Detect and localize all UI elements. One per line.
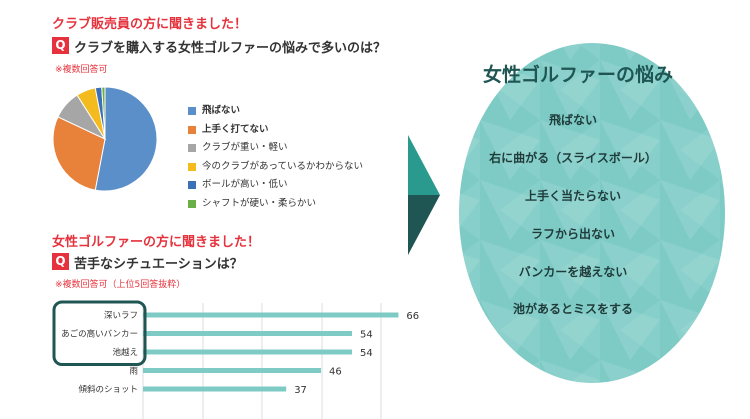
bar-category-label: あごの高いバンカー	[61, 329, 138, 340]
bubble-item: バンカーを越えない	[518, 265, 628, 279]
q-badge: Q	[52, 37, 69, 54]
legend-item: 飛ばない	[188, 104, 363, 123]
bubble-item: 右に曲がる（スライスボール）	[489, 151, 657, 165]
legend-label: 今のクラブがあっているかわからない	[202, 160, 364, 172]
bar-value-label: 37	[294, 385, 307, 396]
legend-item: ボールが高い・低い	[188, 178, 363, 197]
bar-value-label: 54	[360, 348, 373, 359]
bar-value-label: 66	[406, 311, 419, 322]
bar-value-label: 54	[360, 330, 373, 341]
bar	[143, 312, 399, 318]
bubble-item: 上手く当たらない	[524, 189, 621, 203]
bar	[143, 349, 352, 355]
highlight-frame	[52, 300, 147, 366]
pie-section-heading: クラブ販売員の方に聞きました！	[52, 17, 248, 32]
bubble-item: 池があるとミスをする	[512, 302, 633, 316]
bubble-item: 飛ばない	[548, 113, 597, 127]
bubble-title: 女性ゴルファーの悩み	[482, 64, 673, 86]
bar-category-label: 雨	[129, 367, 138, 377]
bar	[143, 386, 287, 392]
legend-item: 今のクラブがあっているかわからない	[188, 160, 363, 179]
arrow-icon	[408, 135, 440, 255]
bubble-item: ラフから出ない	[530, 227, 615, 241]
bar-section-heading: 女性ゴルファーの方に聞きました！	[52, 235, 261, 250]
bar-category-label: 池越え	[112, 347, 138, 358]
legend-swatch	[188, 125, 196, 134]
legend-swatch	[188, 107, 196, 115]
legend-swatch	[188, 181, 196, 189]
pie-slice	[52, 116, 106, 191]
legend-label: 上手く打てない	[202, 123, 269, 135]
bar	[143, 331, 352, 336]
pie-note: ※複数回答可	[55, 65, 108, 75]
bar-question: 苦手なシチュエーションは？	[74, 257, 243, 272]
bar-category-label: 傾斜のショット	[78, 384, 138, 395]
legend-label: クラブが重い・軽い	[202, 142, 288, 153]
legend-label: 飛ばない	[202, 105, 241, 116]
legend-item: 上手く打てない	[188, 123, 363, 142]
legend-label: ボールが高い・低い	[202, 179, 288, 190]
bar	[143, 368, 322, 373]
legend-swatch	[188, 162, 196, 171]
bar-value-label: 46	[329, 367, 342, 378]
legend-item: クラブが重い・軽い	[188, 141, 363, 160]
pie-slice	[101, 86, 106, 140]
pie-legend: 飛ばない上手く打てないクラブが重い・軽い今のクラブがあっているかわからない ボール…	[188, 104, 363, 215]
legend-swatch	[188, 144, 196, 152]
legend-item: シャフトが硬い・柔らかい	[188, 197, 363, 216]
pie-chart	[52, 86, 158, 192]
bar-category-label: 深いラフ	[104, 311, 138, 321]
legend-swatch	[188, 199, 196, 208]
pie-question: クラブを購入する女性ゴルファーの悩みで多いのは？	[74, 41, 387, 56]
legend-label: シャフトが硬い・柔らかい	[202, 197, 317, 209]
bar-note: ※複数回答可（上位5回答抜粋）	[55, 280, 186, 290]
pie-slice	[94, 86, 158, 192]
q-badge: Q	[52, 253, 69, 270]
